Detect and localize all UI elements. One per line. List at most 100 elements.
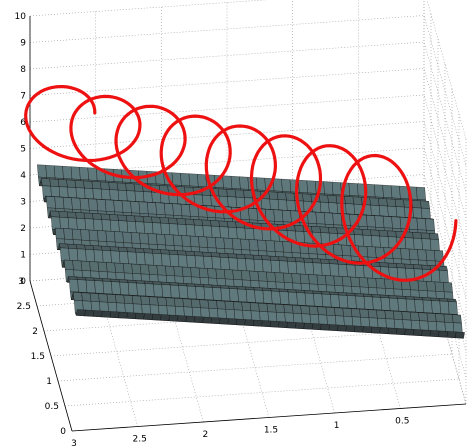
- surface-patch-36-15: [199, 299, 210, 309]
- surface-patch-13-10: [134, 215, 145, 223]
- surface-patch-18-0: [55, 227, 65, 240]
- surface-patch-4-0: [41, 178, 51, 187]
- surface-patch-9-10: [130, 201, 141, 214]
- surface-patch-23-25: [270, 260, 281, 274]
- surface-patch-27-31: [325, 275, 335, 286]
- surface-patch-27-7: [123, 263, 133, 274]
- surface-patch-27-33: [341, 276, 352, 287]
- surface-patch-27-32: [333, 275, 344, 287]
- surface-patch-22-40: [395, 263, 406, 269]
- surface-patch-4-39: [369, 197, 380, 206]
- surface-patch-13-6: [100, 213, 111, 221]
- surface-patch-36-42: [426, 312, 437, 322]
- surface-patch-36-22: [258, 303, 269, 312]
- surface-patch-13-12: [151, 216, 161, 224]
- surface-patch-23-24: [262, 259, 272, 274]
- surface-patch-36-44: [443, 313, 454, 323]
- surface-patch-23-2: [76, 248, 87, 263]
- surface-patch-23-45: [439, 270, 449, 284]
- z-tick-label-8: 8: [20, 65, 26, 75]
- surface-patch-13-1: [58, 211, 69, 218]
- surface-patch-32-38: [389, 297, 399, 312]
- surface-patch-32-33: [346, 295, 357, 309]
- surface-patch-22-1: [67, 243, 78, 249]
- surface-patch-4-5: [83, 180, 94, 189]
- surface-patch-0-26: [256, 177, 266, 191]
- surface-patch-9-11: [138, 201, 149, 214]
- surface-patch-32-15: [195, 286, 206, 300]
- surface-patch-0-2: [53, 165, 64, 179]
- surface-patch-36-30: [325, 307, 336, 316]
- surface-patch-18-21: [231, 238, 242, 250]
- surface-patch-23-31: [321, 263, 331, 277]
- surface-patch-18-3: [80, 229, 91, 241]
- surface-patch-18-22: [240, 238, 251, 251]
- surface-patch-9-32: [315, 212, 326, 225]
- surface-patch-32-20: [237, 288, 248, 303]
- surface-patch-4-8: [108, 182, 119, 191]
- surface-patch-36-4: [106, 294, 117, 303]
- red-helix-curve: [24, 84, 458, 282]
- surface-patch-36-33: [350, 308, 361, 318]
- surface-patch-13-39: [378, 230, 389, 237]
- surface-patch-18-37: [366, 246, 377, 258]
- surface-patch-32-23: [262, 290, 273, 304]
- surface-patch-36-45: [452, 314, 462, 324]
- surface-patch-0-37: [348, 182, 359, 197]
- surface-patch-39-21: [252, 319, 263, 327]
- z-tick-label-9: 9: [20, 39, 26, 49]
- z-tick-label-2: 2: [20, 224, 26, 234]
- wall-grid-line-z-7: [29, 68, 467, 219]
- surface-patch-39-10: [160, 314, 171, 321]
- surface-patch-9-41: [391, 216, 402, 229]
- y-tick-label-1: 0.5: [45, 402, 59, 412]
- surface-patch-32-44: [439, 300, 450, 315]
- surface-patch-4-41: [386, 198, 397, 207]
- surface-patch-13-9: [125, 215, 136, 222]
- surface-patch-4-22: [226, 189, 237, 198]
- surface-patch-32-31: [330, 294, 340, 308]
- surface-patch-32-36: [372, 296, 382, 311]
- surface-patch-9-9: [121, 200, 132, 213]
- surface-patch-39-33: [353, 325, 364, 333]
- surface-patch-39-39: [404, 328, 415, 336]
- surface-patch-0-16: [171, 172, 182, 186]
- surface-patch-23-6: [110, 250, 121, 265]
- surface-patch-36-25: [283, 304, 294, 314]
- surface-patch-13-13: [159, 217, 170, 224]
- surface-patch-36-35: [367, 309, 378, 319]
- surface-patch-22-29: [303, 257, 314, 263]
- wall-grid-line-z-8: [29, 41, 467, 193]
- x-tick-label-3: 1.5: [264, 426, 278, 436]
- surface-patch-13-37: [361, 229, 372, 236]
- surface-patch-13-15: [176, 218, 187, 225]
- surface-patch-18-44: [425, 249, 436, 262]
- surface-patch-27-13: [173, 266, 184, 277]
- surface-patch-39-37: [387, 327, 398, 335]
- x-tick-label-0: 3: [71, 439, 77, 448]
- surface-patch-0-32: [306, 180, 317, 194]
- surface-patch-0-31: [298, 179, 308, 194]
- surface-patch-39-0: [75, 309, 86, 317]
- surface-patch-0-29: [281, 178, 292, 193]
- surface-patch-27-29: [308, 274, 319, 285]
- surface-patch-22-26: [277, 256, 288, 262]
- surface-patch-23-7: [119, 251, 129, 265]
- surface-patch-27-10: [148, 264, 158, 276]
- surface-patch-22-30: [311, 258, 322, 264]
- z-tick-label-7: 7: [20, 92, 26, 102]
- y-tick-label-4: 2: [32, 327, 38, 337]
- surface-patch-32-10: [153, 283, 163, 298]
- surface-patch-36-14: [190, 299, 201, 308]
- z-tick-label-5: 5: [20, 145, 26, 155]
- surface-patch-27-6: [114, 262, 125, 274]
- surface-patch-39-15: [202, 316, 213, 324]
- surface-patch-22-22: [244, 254, 255, 260]
- helix-line: [24, 84, 458, 282]
- surface-patch-27-45: [443, 282, 453, 293]
- surface-patch-27-43: [426, 281, 436, 292]
- surface-patch-32-45: [448, 301, 458, 315]
- surface-patch-39-17: [219, 317, 230, 325]
- surface-patch-9-39: [374, 215, 385, 228]
